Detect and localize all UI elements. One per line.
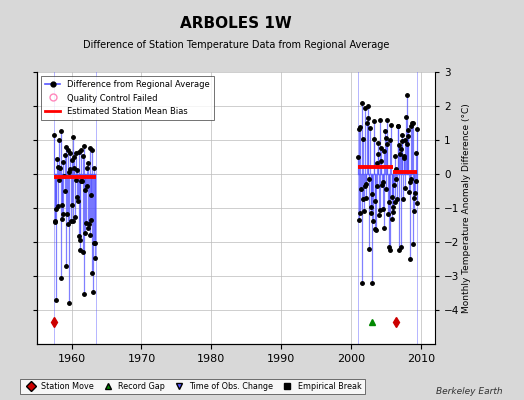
Text: Berkeley Earth: Berkeley Earth — [436, 387, 503, 396]
Y-axis label: Monthly Temperature Anomaly Difference (°C): Monthly Temperature Anomaly Difference (… — [462, 103, 471, 313]
Text: ARBOLES 1W: ARBOLES 1W — [180, 16, 292, 31]
Text: Difference of Station Temperature Data from Regional Average: Difference of Station Temperature Data f… — [83, 40, 389, 50]
Legend: Difference from Regional Average, Quality Control Failed, Estimated Station Mean: Difference from Regional Average, Qualit… — [41, 76, 214, 120]
Legend: Station Move, Record Gap, Time of Obs. Change, Empirical Break: Station Move, Record Gap, Time of Obs. C… — [20, 378, 365, 394]
